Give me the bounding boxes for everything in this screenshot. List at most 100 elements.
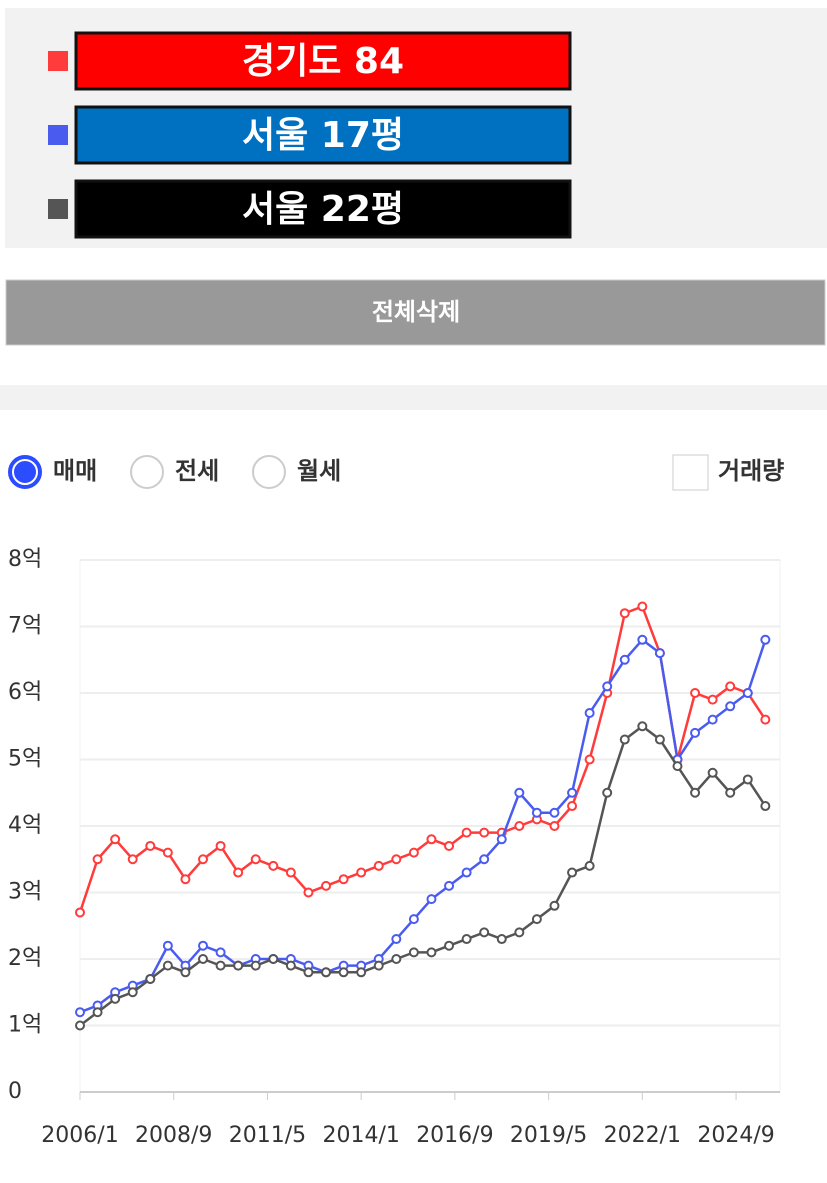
y-tick-label: 3억 xyxy=(8,880,42,905)
data-point xyxy=(760,801,771,812)
data-point xyxy=(444,840,455,851)
data-point xyxy=(725,701,736,712)
data-point xyxy=(602,787,613,798)
radio-button[interactable] xyxy=(252,455,286,489)
volume-checkbox[interactable] xyxy=(672,454,709,491)
x-tick-label: 2006/1 xyxy=(41,1123,118,1148)
data-point xyxy=(514,927,525,938)
data-point xyxy=(356,967,367,978)
data-point xyxy=(250,960,261,971)
data-point xyxy=(567,801,578,812)
data-point xyxy=(619,734,630,745)
x-tick-label: 2022/1 xyxy=(604,1123,681,1148)
data-point xyxy=(707,714,718,725)
data-point xyxy=(742,774,753,785)
data-point xyxy=(198,854,209,865)
data-point xyxy=(444,940,455,951)
data-point xyxy=(690,688,701,698)
data-point xyxy=(391,954,402,964)
data-point xyxy=(619,654,630,665)
data-point xyxy=(303,967,314,978)
data-point xyxy=(479,854,490,865)
delete-all-button[interactable] xyxy=(5,279,826,346)
data-point xyxy=(145,973,156,984)
data-point xyxy=(391,934,402,945)
radio-label: 전세 xyxy=(175,457,219,485)
data-point xyxy=(127,854,138,865)
series-line xyxy=(78,604,767,913)
y-tick-label: 8억 xyxy=(8,547,42,572)
data-point xyxy=(268,860,279,871)
tabs: 매매 전세 월세 xyxy=(8,455,341,489)
y-tick-label: 7억 xyxy=(8,614,42,639)
data-point xyxy=(426,894,437,905)
x-tick-label: 2008/9 xyxy=(135,1123,212,1148)
data-point xyxy=(690,727,701,738)
data-point xyxy=(584,707,595,718)
data-point xyxy=(180,874,191,885)
data-point xyxy=(75,1020,85,1031)
data-point xyxy=(356,867,367,878)
x-tick-label: 2024/9 xyxy=(697,1123,774,1148)
data-point xyxy=(233,867,244,878)
data-point xyxy=(496,934,507,945)
data-point xyxy=(338,874,349,885)
data-point xyxy=(285,867,296,878)
data-point xyxy=(567,867,578,878)
data-point xyxy=(531,914,542,925)
data-point xyxy=(373,860,384,871)
series-line xyxy=(79,724,767,1027)
data-point xyxy=(760,714,771,725)
legend-box[interactable] xyxy=(74,31,572,91)
data-point xyxy=(444,880,455,891)
checkbox-label: 거래량 xyxy=(718,457,784,485)
data-point xyxy=(215,960,226,971)
data-point xyxy=(373,960,384,971)
data-point xyxy=(707,694,718,705)
x-tick-label: 2016/9 xyxy=(416,1123,493,1148)
data-point xyxy=(92,854,103,865)
data-point xyxy=(162,960,173,971)
data-point xyxy=(285,960,296,971)
data-point xyxy=(707,767,718,778)
data-point xyxy=(725,787,736,798)
data-point xyxy=(654,648,665,659)
data-point xyxy=(127,987,138,998)
data-point xyxy=(75,1007,85,1018)
x-tick-label: 2019/5 xyxy=(510,1123,587,1148)
data-point xyxy=(110,834,121,845)
button-label: 전체삭제 xyxy=(372,298,460,326)
data-point xyxy=(145,840,156,851)
data-point xyxy=(461,827,472,838)
data-point xyxy=(215,840,226,851)
data-point xyxy=(426,947,437,958)
radio-label: 매매 xyxy=(53,457,97,485)
data-point xyxy=(742,688,753,698)
data-point xyxy=(479,827,490,838)
y-tick-label: 4억 xyxy=(8,813,42,838)
data-point xyxy=(531,807,542,818)
y-tick-label: 6억 xyxy=(8,680,42,705)
x-tick-label: 2014/1 xyxy=(322,1123,399,1148)
data-point xyxy=(268,954,279,964)
data-point xyxy=(198,940,209,951)
data-point xyxy=(672,761,683,772)
legend-label: 서울 17평 xyxy=(242,115,404,156)
legend-box[interactable] xyxy=(74,179,572,239)
data-point xyxy=(461,867,472,878)
data-point xyxy=(514,821,525,831)
radio-button[interactable] xyxy=(130,455,164,489)
radio-dot xyxy=(12,459,38,485)
legend-box[interactable] xyxy=(74,105,572,165)
data-point xyxy=(215,947,226,958)
data-point xyxy=(461,934,472,945)
data-point xyxy=(637,634,648,645)
data-point xyxy=(514,787,525,798)
data-point xyxy=(75,907,85,918)
legend-swatch xyxy=(48,199,68,219)
y-tick-label: 1억 xyxy=(8,1013,42,1038)
data-point xyxy=(233,960,244,971)
data-point xyxy=(250,854,261,865)
y-tick-label: 5억 xyxy=(8,747,42,772)
